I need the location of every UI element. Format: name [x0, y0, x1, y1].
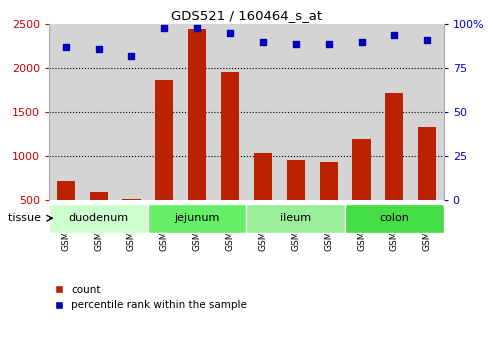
Bar — [82, 24, 115, 200]
Bar — [213, 24, 246, 200]
Text: duodenum: duodenum — [69, 213, 129, 223]
Bar — [319, 162, 338, 244]
Bar — [345, 204, 444, 233]
Bar — [312, 24, 345, 200]
Point — [62, 44, 70, 50]
Bar — [280, 24, 312, 200]
Bar — [90, 192, 107, 244]
Point — [95, 46, 103, 51]
Bar — [49, 204, 148, 233]
Legend: count, percentile rank within the sample: count, percentile rank within the sample — [55, 285, 247, 310]
Bar — [418, 127, 436, 244]
Bar — [386, 93, 403, 244]
Bar — [155, 80, 174, 244]
Text: colon: colon — [380, 213, 409, 223]
Point — [226, 30, 234, 36]
Bar — [188, 29, 206, 244]
Bar — [246, 204, 345, 233]
Title: GDS521 / 160464_s_at: GDS521 / 160464_s_at — [171, 9, 322, 22]
Text: ileum: ileum — [280, 213, 312, 223]
Bar — [411, 24, 444, 200]
Point — [325, 41, 333, 46]
Point — [423, 37, 431, 43]
Bar — [287, 160, 305, 244]
Bar — [148, 204, 246, 233]
Point — [193, 25, 201, 30]
Bar — [345, 24, 378, 200]
Point — [357, 39, 365, 45]
Bar — [221, 72, 239, 244]
Bar — [378, 24, 411, 200]
Bar — [181, 24, 213, 200]
Bar — [352, 139, 371, 244]
Text: jejunum: jejunum — [175, 213, 220, 223]
Bar — [246, 24, 280, 200]
Text: tissue: tissue — [8, 213, 44, 223]
Point — [128, 53, 136, 59]
Point — [390, 32, 398, 38]
Bar — [115, 24, 148, 200]
Bar — [148, 24, 181, 200]
Point — [259, 39, 267, 45]
Bar — [57, 181, 75, 244]
Bar — [254, 154, 272, 244]
Bar — [49, 24, 82, 200]
Point — [160, 25, 168, 30]
Bar — [122, 199, 141, 244]
Point — [292, 41, 300, 46]
